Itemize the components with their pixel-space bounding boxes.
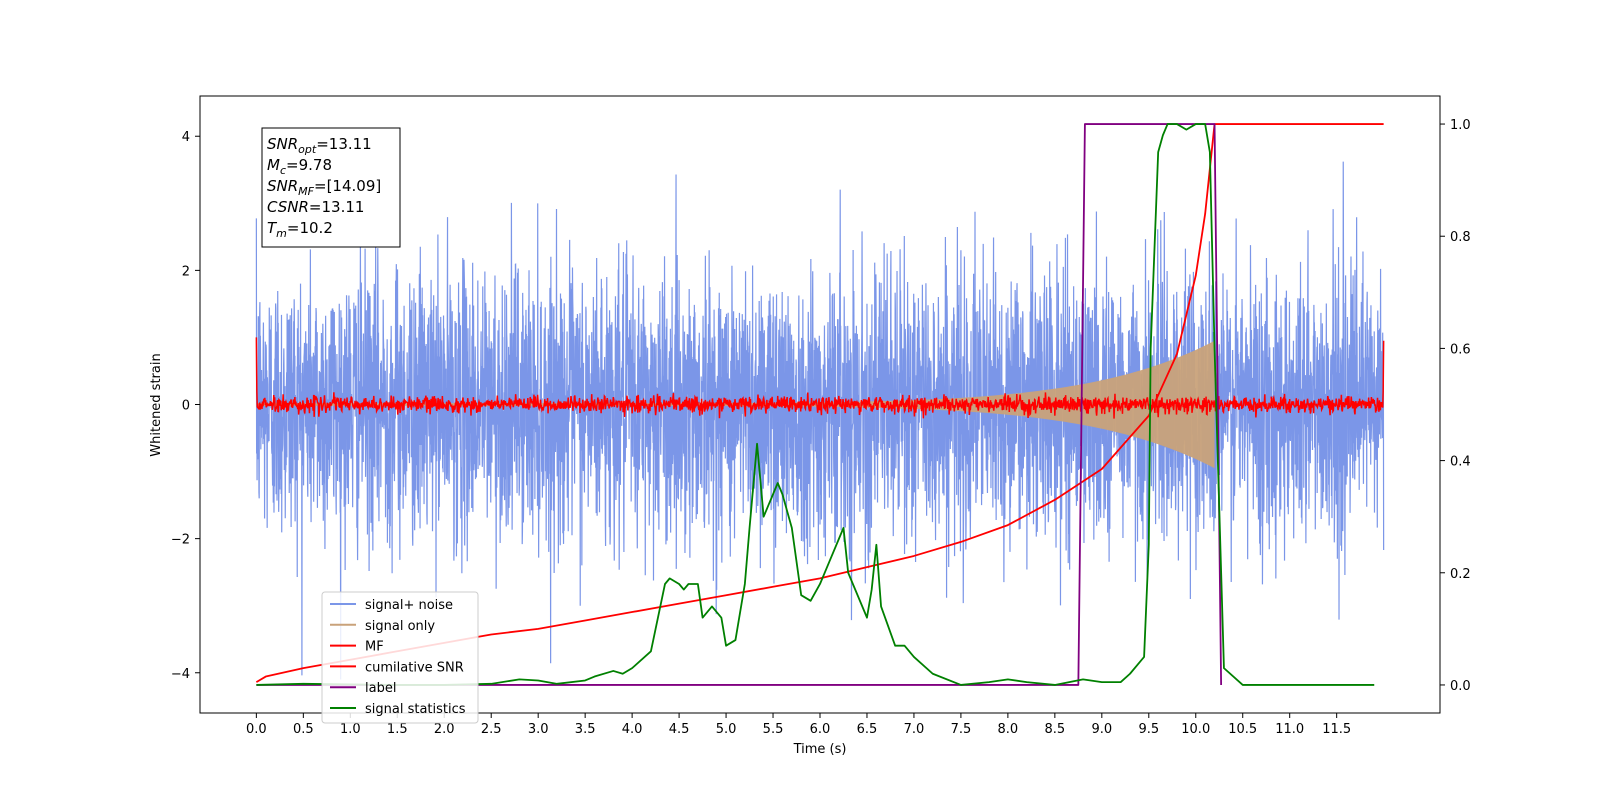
series-mf — [255, 337, 1385, 419]
x-tick-label: 5.5 — [763, 722, 784, 737]
legend: signal+ noise signal only MF cumilative SNR… — [321, 591, 479, 724]
y-left-tick-label: 4 — [182, 130, 190, 145]
x-tick-label: 9.5 — [1138, 722, 1159, 737]
y-right-tick-label: 1.0 — [1450, 118, 1471, 133]
x-tick-label: 1.5 — [387, 722, 408, 737]
x-tick-label: 0.0 — [246, 722, 267, 737]
x-tick-label: 3.5 — [575, 722, 596, 737]
annotation-line: Tm=10.2 — [267, 219, 333, 240]
annotation-line: Mc=9.78 — [267, 156, 332, 177]
x-tick-label: 9.0 — [1091, 722, 1112, 737]
annotation-line: CSNR=13.11 — [267, 198, 364, 216]
series-label — [256, 123, 1223, 686]
annotation-line: SNRMF=[14.09] — [267, 177, 381, 198]
y-right-tick-label: 0.0 — [1450, 679, 1471, 694]
y-right-tick-label: 0.6 — [1450, 342, 1471, 357]
x-tick-label: 0.5 — [293, 722, 314, 737]
legend-entry: signal only — [365, 619, 435, 634]
x-tick-label: 10.0 — [1181, 722, 1210, 737]
x-tick-label: 11.0 — [1275, 722, 1304, 737]
legend-frame — [321, 591, 479, 724]
legend-entry: signal+ noise — [365, 598, 453, 613]
y-axis-right: 0.0 0.2 0.4 0.6 0.8 1.0 — [1440, 118, 1471, 694]
x-tick-label: 7.0 — [904, 722, 925, 737]
x-tick-label: 2.5 — [481, 722, 502, 737]
x-tick-label: 6.0 — [810, 722, 831, 737]
x-axis-label: Time (s) — [793, 742, 847, 757]
x-tick-label: 5.0 — [716, 722, 737, 737]
legend-entry: MF — [365, 640, 384, 655]
y-axis-label: Whitened strain — [149, 353, 164, 456]
x-tick-label: 2.0 — [434, 722, 455, 737]
x-tick-label: 11.5 — [1322, 722, 1351, 737]
annotation-line: SNRopt=13.11 — [267, 135, 372, 156]
x-tick-label: 4.5 — [669, 722, 690, 737]
y-axis-left: −4 −2 0 2 4 — [171, 130, 200, 682]
y-left-tick-label: 2 — [182, 264, 190, 279]
x-tick-label: 8.0 — [998, 722, 1019, 737]
x-tick-label: 4.0 — [622, 722, 643, 737]
series-signal-statistics — [256, 123, 1375, 686]
y-left-tick-label: −2 — [171, 533, 190, 548]
x-tick-label: 7.5 — [951, 722, 972, 737]
x-axis: 0.0 0.5 1.0 1.5 2.0 2.5 3.0 3.5 4.0 4.5 5.0 5.5 6.0 6… — [246, 713, 1351, 737]
y-right-tick-label: 0.2 — [1450, 567, 1471, 582]
y-left-tick-label: −4 — [171, 667, 190, 682]
x-tick-label: 8.5 — [1045, 722, 1066, 737]
legend-entry: label — [365, 681, 396, 696]
legend-entry: signal statistics — [365, 702, 466, 717]
legend-entry: cumilative SNR — [365, 660, 464, 675]
x-tick-label: 10.5 — [1228, 722, 1257, 737]
y-left-tick-label: 0 — [182, 399, 190, 414]
annotation-frame — [261, 127, 401, 248]
y-right-tick-label: 0.4 — [1450, 455, 1471, 470]
y-right-tick-label: 0.8 — [1450, 230, 1471, 245]
x-tick-label: 6.5 — [857, 722, 878, 737]
x-tick-label: 1.0 — [340, 722, 361, 737]
x-tick-label: 3.0 — [528, 722, 549, 737]
annotation-box: SNRopt=13.11Mc=9.78SNRMF=[14.09]CSNR=13.… — [261, 127, 401, 248]
